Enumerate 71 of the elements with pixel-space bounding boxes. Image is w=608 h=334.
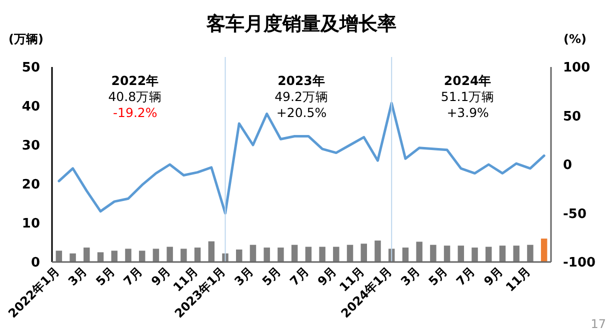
- bar: [236, 250, 242, 262]
- bar: [70, 253, 76, 262]
- y2-tick-label: -50: [563, 206, 586, 222]
- annotation: 2022年: [111, 73, 160, 88]
- y-tick-label: 40: [22, 100, 40, 115]
- annotation: -19.2%: [113, 105, 158, 120]
- x-tick-label: 5月: [93, 264, 118, 288]
- x-tick-label: 7月: [287, 264, 312, 288]
- bar: [319, 246, 326, 262]
- bar: [416, 242, 422, 262]
- bar: [166, 246, 173, 262]
- bar: [430, 244, 436, 262]
- bar: [360, 244, 367, 262]
- bar: [180, 248, 187, 262]
- bar: [472, 248, 478, 262]
- bar: [402, 248, 409, 262]
- chart-title: 客车月度销量及增长率: [206, 13, 396, 35]
- x-tick-label: 3月: [398, 264, 422, 288]
- y2-tick-label: 0: [563, 158, 572, 174]
- y-tick-label: 10: [22, 216, 40, 232]
- x-tick-label: 7月: [120, 264, 146, 288]
- bar: [138, 250, 146, 262]
- annotation: 49.2万辆: [274, 89, 328, 104]
- x-tick-label: 3月: [65, 264, 90, 288]
- x-tick-label: 3月: [232, 264, 256, 288]
- x-tick-label: 11月: [503, 264, 534, 294]
- bar: [278, 248, 284, 262]
- annotation: +20.5%: [276, 105, 327, 120]
- bar: [540, 238, 548, 262]
- line-series: [58, 102, 546, 214]
- annotation: 40.8万辆: [108, 89, 162, 104]
- bar: [152, 248, 160, 262]
- y-tick-label: 30: [22, 138, 40, 154]
- y2-tick-label: -100: [563, 256, 596, 271]
- bar: [527, 244, 534, 262]
- y2-tick-label: 100: [563, 60, 590, 76]
- x-tick-label: 5月: [260, 264, 284, 288]
- bar: [264, 248, 270, 262]
- bar: [374, 240, 381, 262]
- text: 17: [590, 317, 606, 331]
- x-tick-label: 7月: [454, 264, 478, 288]
- y-tick-label: 20: [22, 178, 40, 193]
- annotation: 2023年: [278, 73, 326, 88]
- bar: [56, 250, 62, 262]
- bar: [458, 246, 464, 262]
- y-axis-title: (万辆): [8, 32, 44, 46]
- bar: [208, 241, 215, 262]
- bar: [250, 244, 256, 262]
- bar: [513, 246, 520, 262]
- x-tick-label: 9月: [314, 264, 340, 288]
- annotation: 51.1万辆: [440, 89, 495, 104]
- bar: [346, 244, 354, 262]
- y-tick-label: 0: [30, 256, 40, 271]
- bar: [486, 246, 492, 262]
- bar: [499, 246, 506, 262]
- bar: [125, 248, 132, 262]
- bar: [333, 246, 340, 262]
- bar: [305, 246, 312, 262]
- bar: [291, 244, 298, 262]
- x-tick-label: 5月: [426, 264, 450, 288]
- bar: [444, 246, 450, 262]
- bar: [194, 248, 201, 262]
- y2-axis-title: (%): [564, 32, 586, 46]
- x-tick-label: 9月: [148, 264, 173, 288]
- y-tick-label: 50: [22, 60, 40, 76]
- y2-tick-label: 50: [563, 109, 582, 124]
- annotation: 2024年: [444, 73, 492, 88]
- annotation: +3.9%: [446, 105, 490, 120]
- bar: [111, 250, 118, 262]
- bar: [84, 248, 90, 262]
- x-tick-label: 9月: [481, 264, 506, 288]
